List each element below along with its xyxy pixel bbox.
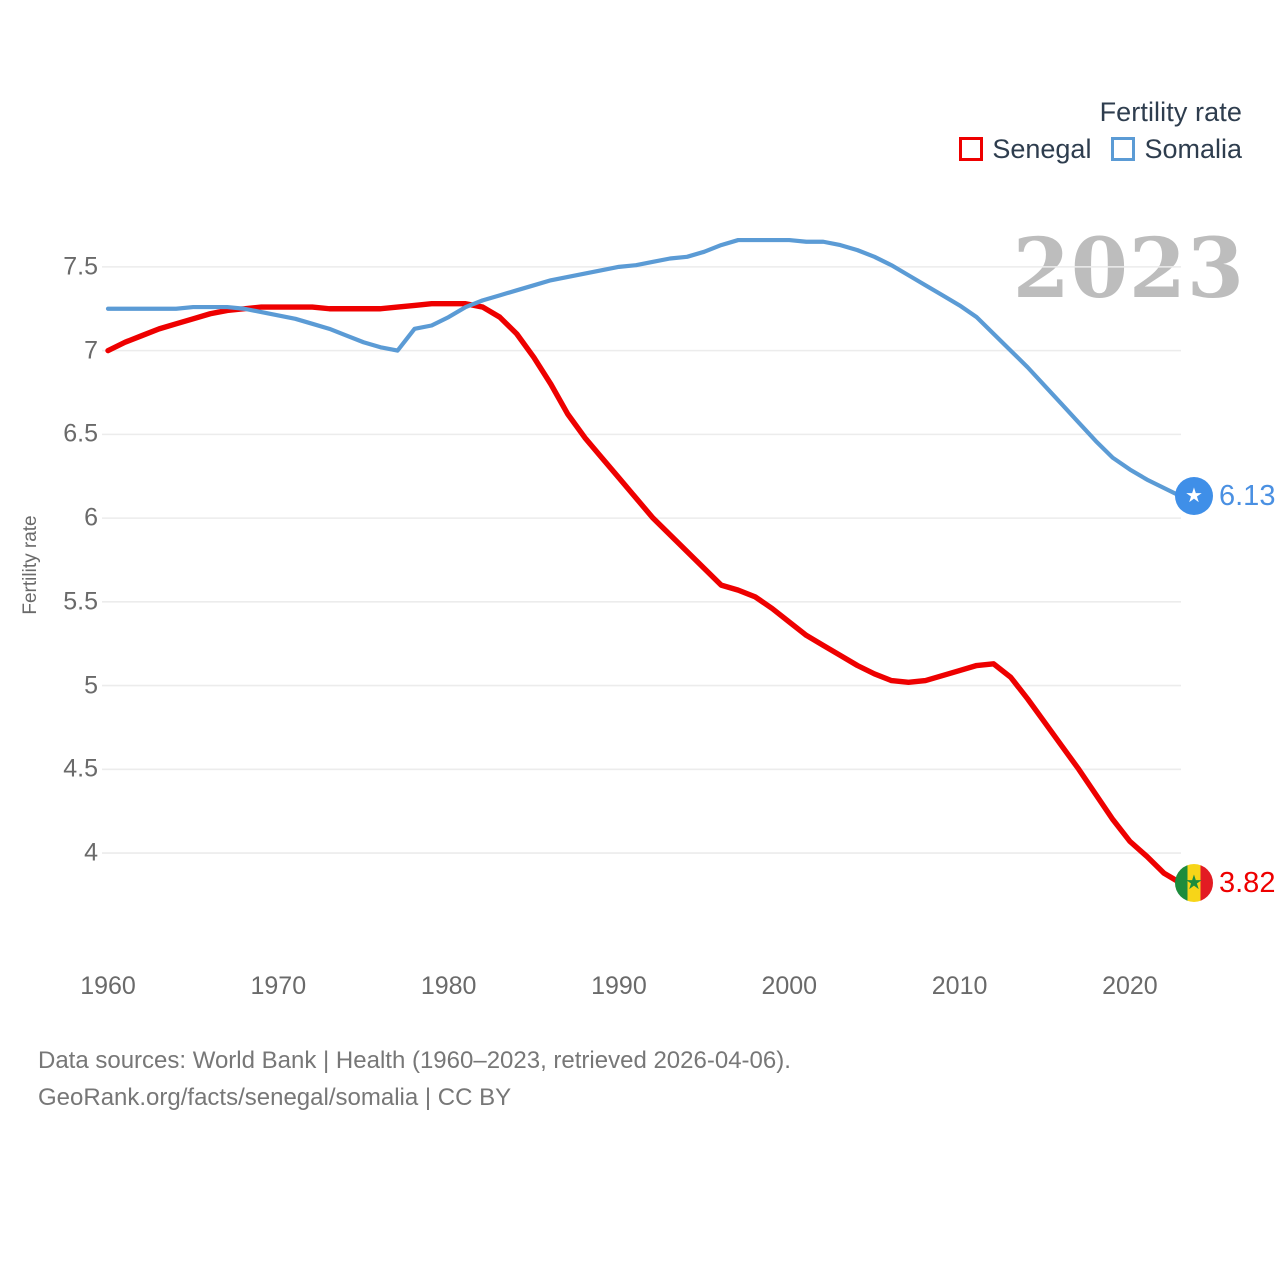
endpoint-value-senegal: 3.82 — [1219, 866, 1276, 899]
x-axis-tick-2010: 2010 — [931, 972, 988, 1000]
senegal-flag-icon: ★ — [1175, 864, 1213, 903]
chart-legend: Fertility rate Senegal Somalia — [959, 97, 1242, 164]
x-axis-tick-1970: 1970 — [250, 972, 307, 1000]
endpoint-value-somalia: 6.13 — [1219, 479, 1276, 512]
series-line-somalia — [105, 237, 1184, 499]
endpoint-somalia[interactable]: ★ 6.13 — [1175, 477, 1276, 516]
x-axis-tick-2000: 2000 — [761, 972, 818, 1000]
x-axis-tick-1980: 1980 — [420, 972, 477, 1000]
y-axis-tick-6.5: 6.5 — [63, 419, 98, 448]
x-axis-tick-2020: 2020 — [1102, 972, 1158, 1000]
y-axis-tick-7: 7 — [84, 336, 98, 365]
legend-title: Fertility rate — [1099, 97, 1242, 127]
y-axis-tick-4.5: 4.5 — [63, 754, 98, 783]
x-axis-tick-labels: 1960 1970 1980 1990 2000 2010 2020 — [0, 972, 1280, 1006]
series-line-senegal — [105, 301, 1184, 886]
year-watermark: 2023 — [1012, 221, 1245, 317]
y-axis-tick-5: 5 — [84, 671, 98, 700]
legend-item-somalia[interactable]: Somalia — [1111, 133, 1242, 164]
y-axis-tick-7.5: 7.5 — [63, 252, 98, 281]
star-icon: ★ — [1185, 485, 1203, 508]
x-axis-tick-1990: 1990 — [591, 972, 647, 1000]
legend-swatch-senegal — [959, 137, 984, 162]
footer-line-1: Data sources: World Bank | Health (1960–… — [38, 1047, 791, 1074]
y-axis-tick-4: 4 — [84, 838, 98, 867]
somalia-flag-icon: ★ — [1175, 477, 1213, 516]
legend-label-senegal: Senegal — [992, 133, 1092, 164]
footer-line-2: GeoRank.org/facts/senegal/somalia | CC B… — [38, 1084, 512, 1112]
y-axis-title: Fertility rate — [20, 515, 41, 615]
y-axis-tick-5.5: 5.5 — [63, 587, 98, 616]
legend-label-somalia: Somalia — [1144, 133, 1242, 164]
legend-item-senegal[interactable]: Senegal — [959, 133, 1092, 164]
endpoint-senegal[interactable]: ★ 3.82 — [1175, 864, 1276, 903]
y-axis-tick-labels: 7.5 7 6.5 6 5.5 5 4.5 4 — [40, 0, 98, 1280]
y-axis-tick-6: 6 — [84, 503, 98, 532]
star-icon: ★ — [1185, 872, 1203, 895]
footer-sources: Data sources: World Bank | Health (1960–… — [38, 1042, 791, 1116]
x-axis-tick-1960: 1960 — [80, 972, 136, 1000]
legend-items: Senegal Somalia — [959, 133, 1242, 164]
legend-swatch-somalia — [1111, 137, 1136, 162]
